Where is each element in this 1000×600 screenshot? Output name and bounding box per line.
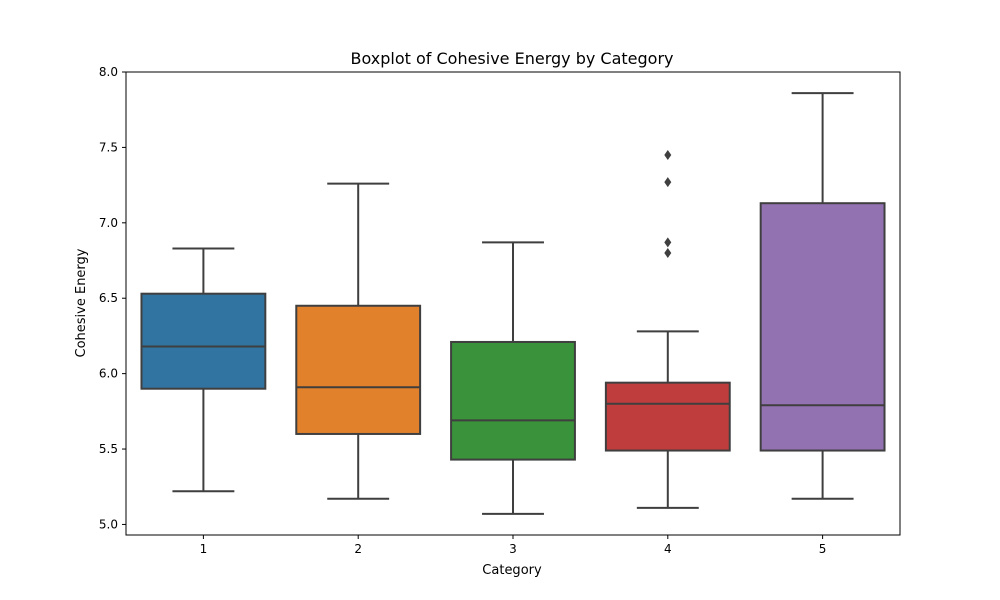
- outlier-point: [664, 237, 672, 248]
- x-tick-label: 3: [509, 542, 517, 556]
- y-tick-label: 5.0: [99, 517, 118, 531]
- chart-title: Boxplot of Cohesive Energy by Category: [350, 49, 673, 68]
- x-tick-label: 1: [200, 542, 208, 556]
- outlier-point: [664, 177, 672, 188]
- y-tick-label: 7.5: [99, 140, 118, 154]
- plot-frame: [125, 71, 901, 536]
- x-tick-label: 5: [819, 542, 827, 556]
- y-axis-label: Cohesive Energy: [74, 248, 89, 357]
- y-tick-label: 7.0: [99, 216, 118, 230]
- plot-area: 5.0 5.5 6.0 6.5 7.0 7.5 8.0 1 2 3 4 5: [99, 65, 901, 556]
- outlier-point: [664, 247, 672, 258]
- x-tick-label: 2: [354, 542, 362, 556]
- y-tick-label: 8.0: [99, 65, 118, 79]
- y-tick-label: 5.5: [99, 442, 118, 456]
- box-category-1: [140, 292, 267, 390]
- outlier-point: [664, 149, 672, 160]
- y-tick-label: 6.5: [99, 291, 118, 305]
- x-tick-label: 4: [664, 542, 672, 556]
- box-category-3: [450, 340, 576, 461]
- box-category-2: [295, 304, 422, 435]
- box-category-4: [604, 381, 731, 452]
- box-category-5: [759, 202, 886, 452]
- y-tick-label: 6.0: [99, 367, 118, 381]
- x-axis-label: Category: [482, 563, 542, 578]
